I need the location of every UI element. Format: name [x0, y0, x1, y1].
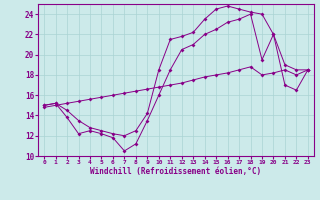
X-axis label: Windchill (Refroidissement éolien,°C): Windchill (Refroidissement éolien,°C) — [91, 167, 261, 176]
